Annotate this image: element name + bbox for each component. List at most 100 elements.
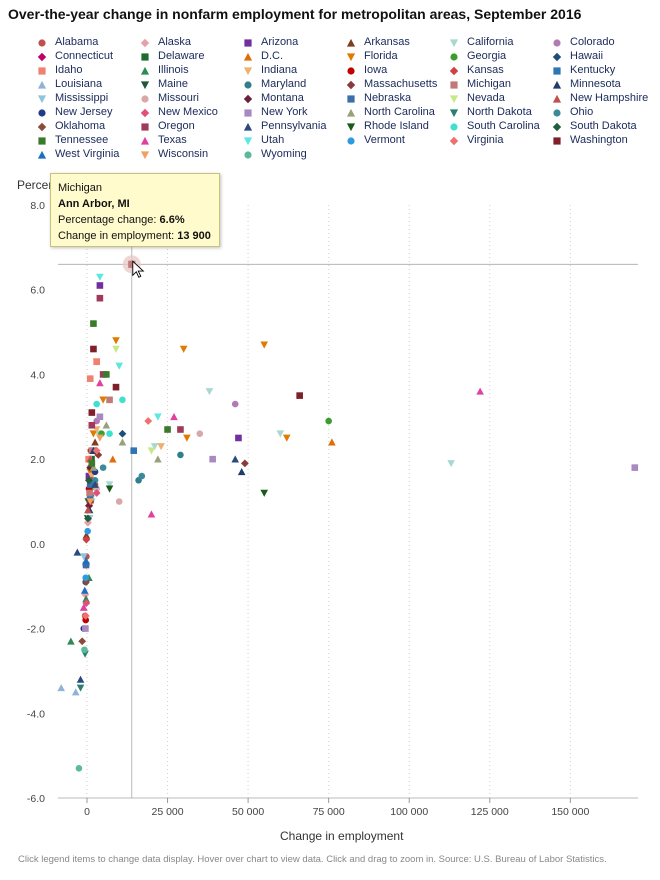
data-point-louisiana[interactable] bbox=[57, 684, 66, 692]
data-point-tennessee[interactable] bbox=[164, 426, 171, 433]
data-point-idaho[interactable] bbox=[93, 358, 100, 366]
data-point-massachusetts[interactable] bbox=[240, 459, 249, 468]
data-point-florida[interactable] bbox=[112, 337, 120, 345]
highlighted-data-point[interactable] bbox=[128, 260, 136, 268]
legend-marker[interactable] bbox=[141, 95, 149, 103]
data-point-wyoming[interactable] bbox=[81, 646, 88, 654]
data-point-rhode-island[interactable] bbox=[260, 489, 269, 497]
data-point-georgia[interactable] bbox=[325, 417, 332, 425]
legend-marker[interactable] bbox=[244, 39, 252, 47]
data-point-florida[interactable] bbox=[282, 434, 291, 442]
data-point-south-carolina[interactable] bbox=[93, 400, 100, 408]
data-point-pennsylvania[interactable] bbox=[73, 548, 82, 556]
data-point-nebraska[interactable] bbox=[82, 561, 90, 569]
data-point-north-carolina[interactable] bbox=[118, 438, 127, 446]
legend-marker[interactable] bbox=[553, 137, 561, 145]
legend-marker[interactable] bbox=[37, 95, 47, 104]
legend-marker[interactable] bbox=[140, 136, 150, 145]
legend-marker[interactable] bbox=[37, 80, 47, 89]
data-point-california[interactable] bbox=[276, 430, 285, 438]
data-point-tennessee[interactable] bbox=[88, 460, 96, 467]
data-point-louisiana[interactable] bbox=[71, 688, 80, 696]
data-point-florida[interactable] bbox=[89, 430, 98, 438]
legend-marker[interactable] bbox=[37, 52, 47, 62]
data-point-pennsylvania[interactable] bbox=[231, 455, 240, 463]
legend-marker[interactable] bbox=[552, 94, 562, 103]
legend-marker[interactable] bbox=[449, 39, 459, 48]
legend-marker[interactable] bbox=[38, 137, 46, 145]
data-point-missouri[interactable] bbox=[115, 498, 123, 505]
legend-marker[interactable] bbox=[243, 137, 253, 146]
legend-marker[interactable] bbox=[346, 38, 356, 47]
data-point-california[interactable] bbox=[447, 460, 455, 468]
data-point-washington[interactable] bbox=[112, 383, 120, 391]
legend-marker[interactable] bbox=[450, 53, 458, 61]
data-point-nevada[interactable] bbox=[112, 345, 120, 353]
data-point-south-dakota[interactable] bbox=[85, 476, 93, 485]
data-point-west-virginia[interactable] bbox=[80, 586, 89, 594]
data-point-north-dakota[interactable] bbox=[76, 684, 85, 692]
data-point-florida[interactable] bbox=[99, 396, 107, 404]
legend-marker[interactable] bbox=[38, 109, 46, 117]
data-point-d-c[interactable] bbox=[328, 438, 336, 446]
data-point-washington[interactable] bbox=[90, 345, 97, 353]
legend-marker[interactable] bbox=[243, 52, 253, 61]
data-point-wyoming[interactable] bbox=[75, 765, 83, 772]
data-point-indiana[interactable] bbox=[157, 443, 165, 451]
data-point-arizona[interactable] bbox=[235, 434, 242, 442]
data-point-utah[interactable] bbox=[115, 362, 124, 370]
legend-marker[interactable] bbox=[38, 39, 46, 47]
legend-marker[interactable] bbox=[141, 123, 149, 131]
data-point-new-hampshire[interactable] bbox=[84, 506, 92, 514]
data-point-texas[interactable] bbox=[79, 603, 88, 611]
legend-marker[interactable] bbox=[347, 137, 355, 145]
data-point-new-york[interactable] bbox=[82, 625, 89, 632]
data-point-pennsylvania[interactable] bbox=[91, 480, 99, 488]
legend-marker[interactable] bbox=[346, 108, 356, 117]
data-point-kentucky[interactable] bbox=[86, 493, 94, 501]
legend-marker[interactable] bbox=[243, 122, 253, 131]
legend-marker[interactable] bbox=[244, 109, 252, 117]
data-point-oregon[interactable] bbox=[88, 421, 96, 429]
data-point-washington[interactable] bbox=[296, 392, 303, 399]
legend-marker[interactable] bbox=[140, 81, 150, 90]
data-point-florida[interactable] bbox=[183, 434, 191, 442]
data-point-oklahoma[interactable] bbox=[78, 637, 87, 646]
data-point-ohio[interactable] bbox=[91, 477, 99, 484]
data-point-d-c[interactable] bbox=[108, 455, 117, 463]
data-point-maryland[interactable] bbox=[177, 451, 184, 459]
data-point-colorado[interactable] bbox=[231, 400, 239, 408]
legend-marker[interactable] bbox=[38, 67, 46, 75]
legend-marker[interactable] bbox=[347, 95, 355, 103]
legend-marker[interactable] bbox=[244, 151, 252, 159]
legend-marker[interactable] bbox=[243, 67, 253, 76]
data-point-wisconsin[interactable] bbox=[86, 498, 95, 506]
data-point-california[interactable] bbox=[105, 481, 114, 489]
data-point-florida[interactable] bbox=[179, 345, 188, 353]
data-point-arizona[interactable] bbox=[96, 282, 104, 289]
data-point-california[interactable] bbox=[205, 388, 214, 396]
data-point-florida[interactable] bbox=[260, 341, 269, 349]
data-point-montana[interactable] bbox=[85, 501, 93, 510]
legend-marker[interactable] bbox=[346, 53, 356, 62]
data-point-tennessee[interactable] bbox=[90, 320, 97, 327]
data-point-tennessee[interactable] bbox=[103, 371, 110, 378]
data-point-texas[interactable] bbox=[96, 379, 104, 387]
data-point-michigan[interactable] bbox=[86, 489, 93, 497]
data-point-south-carolina[interactable] bbox=[106, 430, 113, 438]
legend-marker[interactable] bbox=[553, 67, 561, 75]
data-point-kansas[interactable] bbox=[82, 535, 91, 544]
data-point-new-mexico[interactable] bbox=[92, 489, 101, 497]
data-point-west-virginia[interactable] bbox=[82, 557, 90, 565]
data-point-north-carolina[interactable] bbox=[102, 421, 111, 429]
legend-marker[interactable] bbox=[552, 52, 562, 62]
legend-marker[interactable] bbox=[141, 53, 149, 61]
data-point-north-carolina[interactable] bbox=[154, 455, 162, 463]
legend-marker[interactable] bbox=[552, 80, 562, 89]
data-point-wisconsin[interactable] bbox=[96, 434, 104, 442]
data-point-new-york[interactable] bbox=[631, 464, 639, 471]
data-point-virginia[interactable] bbox=[144, 417, 153, 425]
legend-marker[interactable] bbox=[140, 66, 150, 75]
data-point-texas[interactable] bbox=[147, 510, 156, 518]
